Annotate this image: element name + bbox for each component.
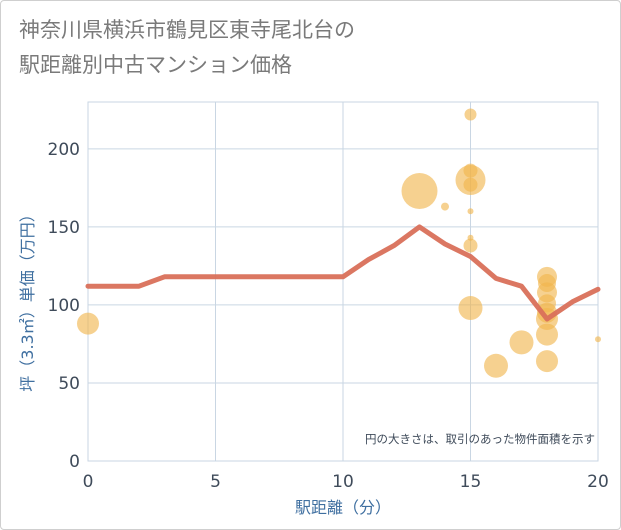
chart-title: 神奈川県横浜市鶴見区東寺尾北台の 駅距離別中古マンション価格 [19, 13, 579, 83]
y-tick-label: 50 [58, 374, 80, 394]
x-axis-title: 駅距離（分） [295, 498, 391, 517]
x-tick-label: 20 [587, 472, 609, 492]
average-line-series [85, 224, 601, 322]
y-tick-label: 150 [48, 218, 80, 238]
bubble-point [536, 350, 558, 373]
bubble-point [458, 296, 483, 321]
bubble-point [509, 330, 534, 355]
chart-title-line1: 神奈川県横浜市鶴見区東寺尾北台の [19, 18, 355, 42]
x-tick-label: 10 [332, 472, 354, 492]
average-line [85, 224, 601, 322]
bubble-point [595, 336, 601, 343]
y-tick-label: 0 [69, 452, 80, 472]
bubble-point [401, 172, 438, 209]
bubble-point [536, 323, 558, 346]
x-axis-ticks: 0 5 10 15 20 [83, 472, 609, 492]
y-tick-label: 100 [48, 296, 80, 316]
x-tick-label: 15 [460, 472, 482, 492]
bubble-point [467, 208, 474, 215]
bubble-point [463, 238, 478, 253]
bubble-size-note: 円の大きさは、取引のあった物件面積を示す [365, 432, 595, 446]
y-tick-label: 200 [48, 140, 80, 160]
grid-lines [87, 101, 599, 462]
bubble-series [77, 108, 601, 378]
bubble-point [464, 108, 477, 121]
bubble-point [77, 312, 99, 335]
bubble-point [484, 353, 508, 378]
y-axis-ticks: 0 50 100 150 200 [48, 140, 80, 472]
bubble-point [441, 202, 449, 211]
chart-title-line2: 駅距離別中古マンション価格 [19, 53, 292, 77]
y-axis-title: 坪（3.3㎡）単価（万円） [18, 206, 37, 391]
x-tick-label: 5 [210, 472, 221, 492]
x-tick-label: 0 [83, 472, 94, 492]
bubble-point [463, 177, 478, 192]
